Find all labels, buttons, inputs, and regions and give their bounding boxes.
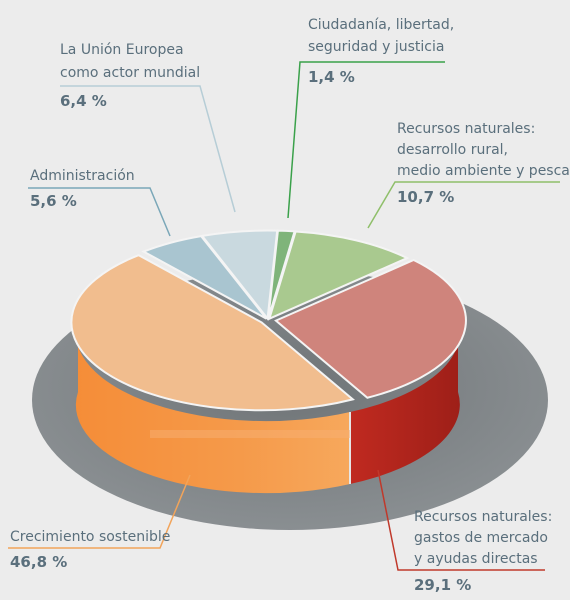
slice-crecimiento	[70, 254, 355, 412]
value-crecimiento: 46,8 %	[10, 553, 67, 571]
slice-labels: Ciudadanía, libertad, seguridad y justic…	[10, 17, 570, 594]
slice-union-europea	[200, 229, 279, 322]
value-administracion: 5,6 %	[30, 192, 77, 210]
slice-side-gastos-mercado	[350, 320, 460, 484]
label-crecimiento: Crecimiento sostenible	[10, 529, 170, 545]
leader-line-administracion	[28, 187, 171, 237]
label-desarrollo-rural: Recursos naturales: desarrollo rural, me…	[397, 121, 570, 179]
slice-tops	[70, 229, 467, 412]
value-ciudadania: 1,4 %	[308, 68, 355, 86]
label-union-europea: La Unión Europea como actor mundial	[60, 42, 200, 81]
slice-gastos-mercado	[274, 258, 467, 399]
leader-lines	[8, 61, 560, 571]
value-gastos-mercado: 29,1 %	[414, 576, 471, 594]
leader-line-gastos-mercado	[377, 469, 545, 571]
leader-line-union-europea	[60, 85, 236, 213]
label-ciudadania: Ciudadanía, libertad, seguridad y justic…	[308, 17, 459, 55]
leader-line-desarrollo-rural	[367, 181, 560, 229]
value-union-europea: 6,4 %	[60, 92, 107, 110]
leader-line-ciudadania	[287, 61, 445, 219]
label-administracion: Administración	[30, 168, 135, 184]
slice-desarrollo-rural	[267, 230, 410, 321]
leader-line-crecimiento	[8, 474, 191, 549]
side-texture	[150, 430, 350, 438]
value-desarrollo-rural: 10,7 %	[397, 188, 454, 206]
label-gastos-mercado: Recursos naturales: gastos de mercado y …	[414, 509, 557, 567]
slice-side-crecimiento	[75, 320, 351, 494]
